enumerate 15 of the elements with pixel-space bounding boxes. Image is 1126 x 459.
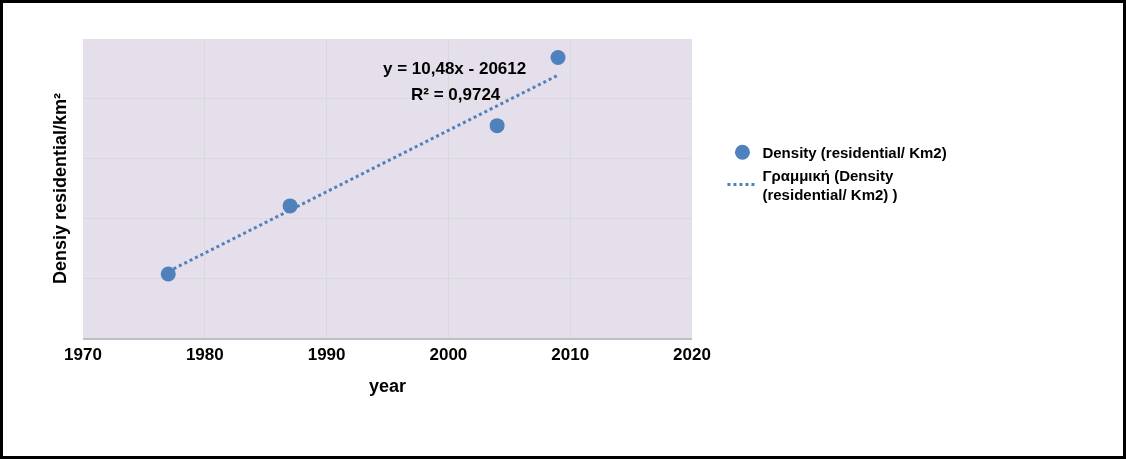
x-tick-label: 1970 xyxy=(64,345,102,365)
legend-label: Density (residential/ Km2) xyxy=(762,144,947,162)
x-axis-title: year xyxy=(368,376,407,396)
point xyxy=(489,118,505,134)
x-tick-label: 2000 xyxy=(429,345,468,365)
x-tick-label: 1980 xyxy=(185,345,224,365)
y-axis-title: Densiy residential/km² xyxy=(50,92,71,285)
x-tick-label: 2020 xyxy=(673,345,711,365)
legend-label: Γραμμική (Density (residential/ Km2) ) xyxy=(762,166,898,204)
point xyxy=(550,50,566,65)
annotation: y = 10,48x - 20612 xyxy=(383,59,527,78)
point xyxy=(160,266,176,282)
x-tick-label: 1990 xyxy=(307,345,346,365)
x-tick-label: 2010 xyxy=(551,345,590,365)
annotation: R² = 0,9724 xyxy=(411,85,501,104)
